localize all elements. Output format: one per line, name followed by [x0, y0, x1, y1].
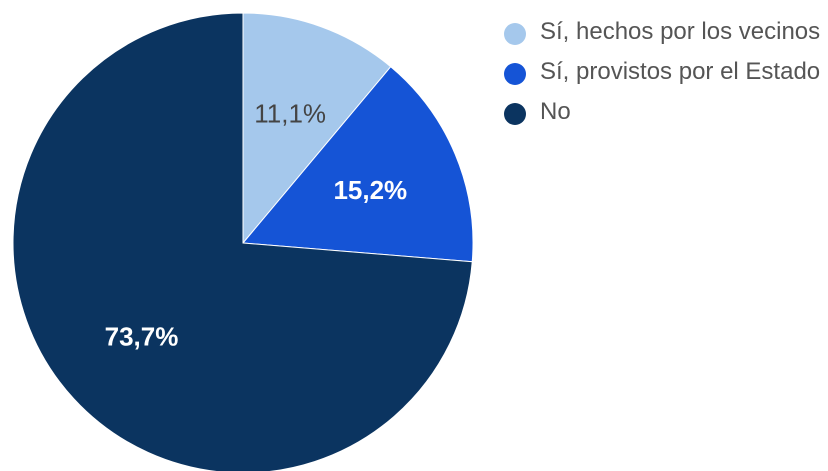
- legend-item-hechos-por-vecinos: Sí, hechos por los vecinos: [504, 18, 824, 46]
- legend-label-provistos-por-estado: Sí, provistos por el Estado: [540, 58, 821, 85]
- pie-slice-hechos-por-vecinos: [242, 12, 392, 245]
- pie-slice-provistos-por-estado: [241, 66, 474, 263]
- pie-slices: [12, 12, 474, 471]
- legend-swatch-hechos-por-vecinos: [504, 23, 526, 45]
- pie-slice-label-hechos-por-vecinos: 11,1%: [254, 98, 326, 128]
- pie-slice-label-no: 73,7%: [105, 322, 179, 352]
- legend-swatch-provistos-por-estado: [504, 63, 526, 85]
- legend: Sí, hechos por los vecinos Sí, provistos…: [504, 18, 824, 138]
- legend-label-no: No: [540, 98, 571, 125]
- pie-slice-no: [12, 12, 473, 471]
- legend-swatch-no: [504, 103, 526, 125]
- pie-slice-label-provistos-por-estado: 15,2%: [333, 175, 407, 205]
- pie-slice-labels: 11,1% 15,2% 73,7%: [105, 98, 408, 351]
- legend-item-no: No: [504, 98, 824, 126]
- legend-label-hechos-por-vecinos: Sí, hechos por los vecinos: [540, 18, 821, 45]
- legend-item-provistos-por-estado: Sí, provistos por el Estado: [504, 58, 824, 86]
